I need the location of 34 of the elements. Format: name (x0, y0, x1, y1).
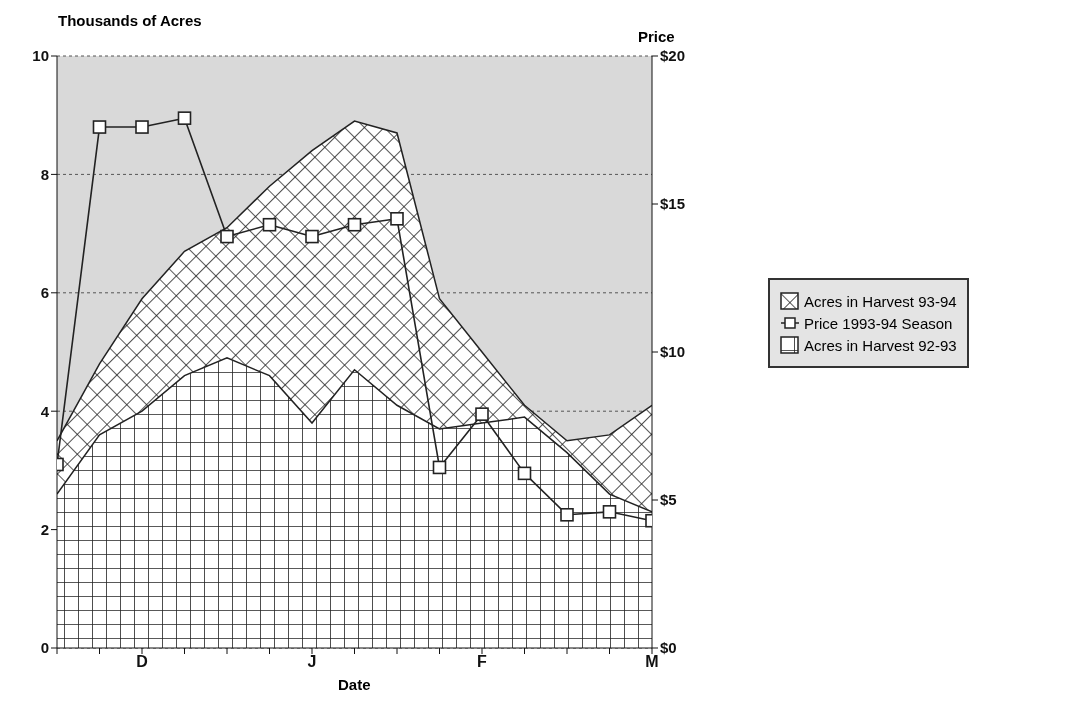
x-tick-label: F (477, 653, 488, 671)
point (262, 217, 277, 232)
point (92, 120, 107, 134)
y-tick-label: 2 (40, 520, 49, 538)
y-tick-label: 0 (40, 639, 49, 657)
x-tick-label: D (136, 653, 148, 671)
x-tick-label: M (645, 653, 659, 671)
point (602, 505, 617, 519)
y2-tick-label: $15 (660, 195, 686, 213)
legend-label: Acres in Harvest 93-94 (804, 292, 957, 310)
point (560, 508, 574, 522)
x-axis-title: Date (338, 676, 371, 693)
point (220, 229, 234, 244)
point (475, 407, 489, 421)
point (135, 120, 149, 134)
point (177, 111, 192, 125)
point (517, 466, 532, 481)
point (305, 229, 319, 244)
y-tick-label: 8 (40, 165, 49, 183)
point (432, 460, 447, 475)
point (390, 212, 404, 226)
y2-tick-label: $0 (660, 639, 677, 657)
y-axis-title: Thousands of Acres (58, 12, 202, 29)
legend-label: Acres in Harvest 92-93 (804, 336, 957, 354)
y2-axis-title: Price (638, 28, 675, 45)
point (347, 217, 362, 232)
y-tick-label: 6 (40, 284, 49, 302)
legend-label: Price 1993-94 Season (804, 314, 953, 332)
y2-tick-label: $20 (660, 47, 686, 65)
y2-tick-label: $10 (660, 343, 686, 361)
x-tick-label: J (307, 653, 317, 671)
y2-tick-label: $5 (660, 491, 677, 509)
y-tick-label: 10 (32, 47, 49, 65)
y-tick-label: 4 (40, 402, 50, 420)
